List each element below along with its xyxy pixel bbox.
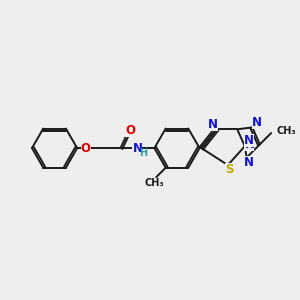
Text: N: N: [244, 156, 254, 169]
Text: N: N: [252, 116, 262, 129]
Text: N: N: [244, 138, 254, 151]
Text: CH₃: CH₃: [277, 126, 296, 136]
Text: O: O: [81, 142, 91, 154]
Text: CH₃: CH₃: [145, 178, 164, 188]
Text: O: O: [125, 124, 135, 137]
Text: S: S: [226, 163, 234, 176]
Text: H: H: [139, 148, 147, 158]
Text: N: N: [132, 142, 142, 154]
Text: N: N: [244, 134, 254, 147]
Text: N: N: [208, 118, 218, 131]
